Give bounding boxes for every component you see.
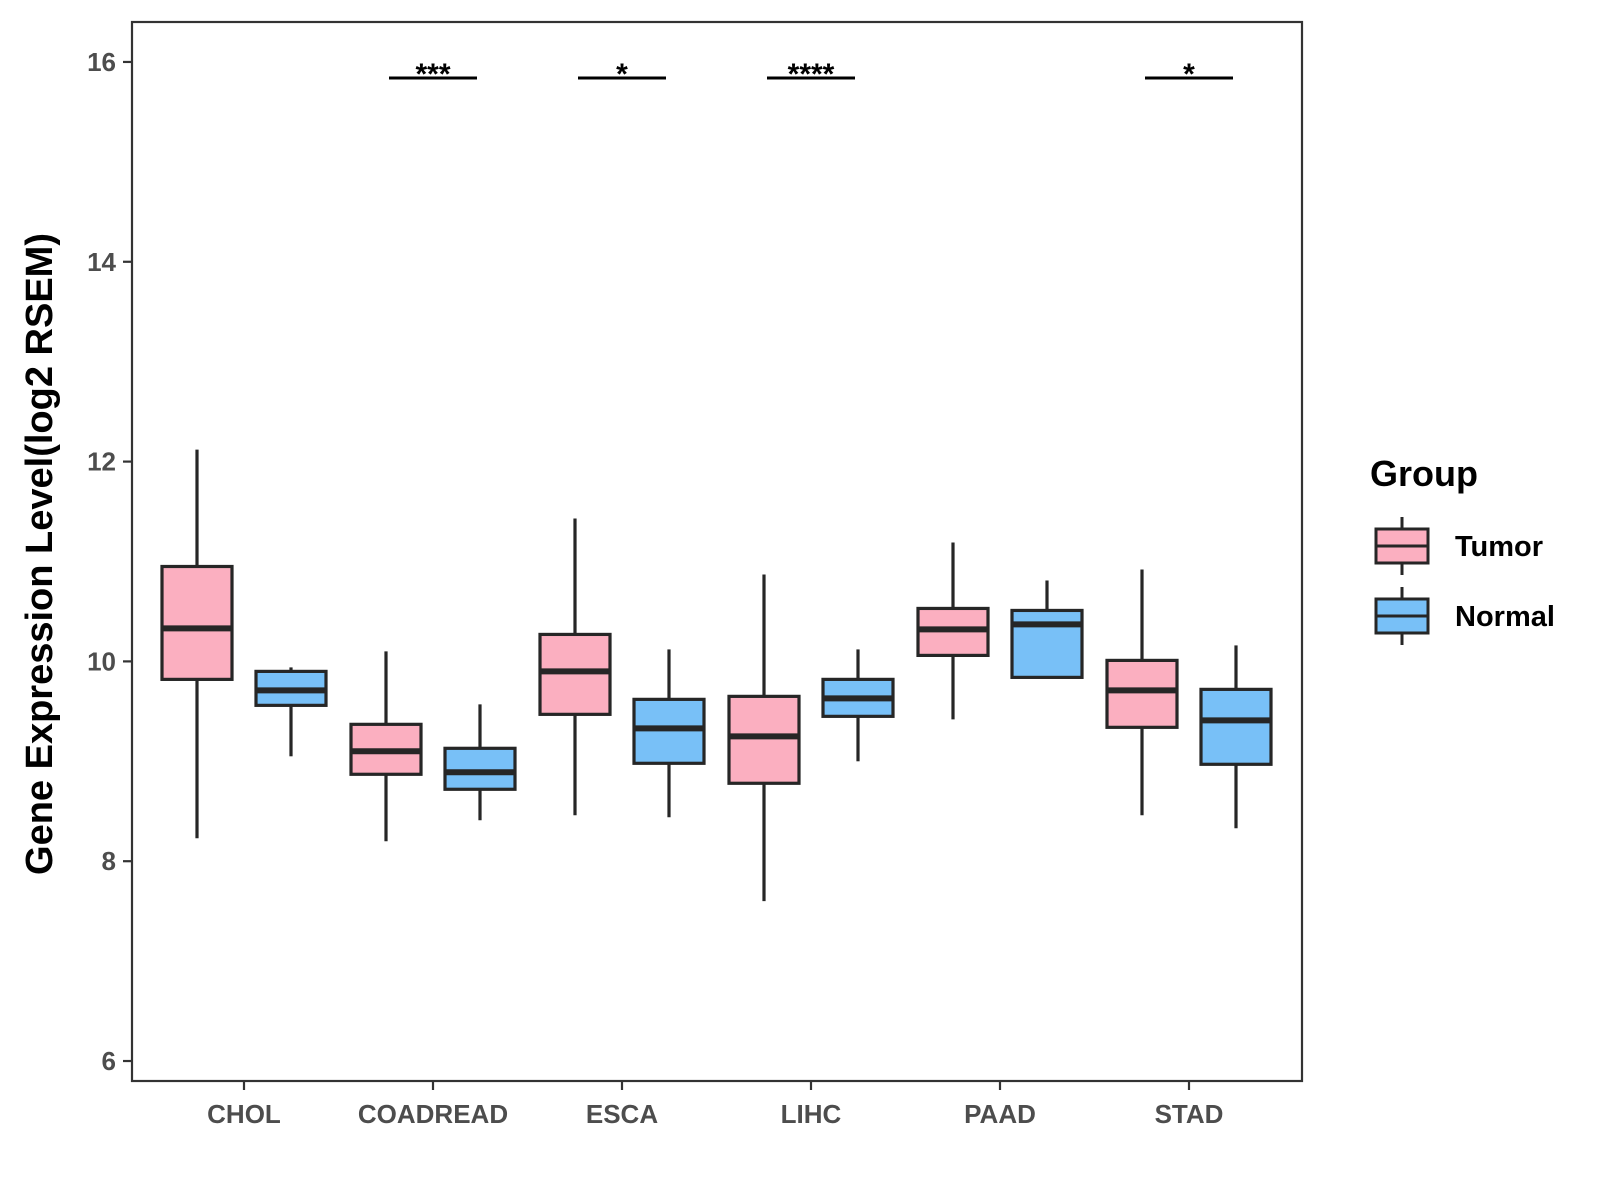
significance-label: *** bbox=[415, 58, 450, 91]
significance-coadread: *** bbox=[389, 58, 477, 91]
x-tick-label: LIHC bbox=[781, 1099, 842, 1129]
x-tick-label: PAAD bbox=[964, 1099, 1036, 1129]
legend-item-tumor: Tumor bbox=[1374, 517, 1543, 575]
box-iqr bbox=[443, 746, 517, 791]
significance-label: **** bbox=[788, 58, 835, 91]
legend-item-normal: Normal bbox=[1374, 587, 1555, 645]
x-tick-label: COADREAD bbox=[358, 1099, 508, 1129]
box-tumor-stad bbox=[1105, 569, 1179, 816]
y-tick-label: 12 bbox=[87, 447, 116, 477]
box-iqr bbox=[1010, 608, 1084, 679]
box-normal-esca bbox=[632, 649, 706, 818]
box-tumor-lihc bbox=[727, 574, 801, 902]
box-tumor-esca bbox=[538, 518, 612, 816]
panel-border bbox=[130, 20, 1304, 1083]
box-iqr bbox=[1105, 658, 1179, 729]
legend-title: Group bbox=[1370, 453, 1478, 494]
x-tick-label: STAD bbox=[1155, 1099, 1224, 1129]
significance-label: * bbox=[616, 58, 628, 91]
box-iqr bbox=[727, 694, 801, 785]
legend-label: Tumor bbox=[1455, 531, 1543, 563]
y-tick-label: 8 bbox=[102, 846, 116, 876]
x-axis: CHOL COADREAD ESCA LIHC PAAD STAD bbox=[207, 1081, 1223, 1129]
significance-lihc: **** bbox=[767, 58, 855, 91]
box-normal-stad bbox=[1199, 645, 1273, 829]
significance-stad: * bbox=[1145, 58, 1233, 91]
y-tick-label: 14 bbox=[87, 247, 116, 277]
box-normal-paad bbox=[1010, 580, 1084, 679]
box-normal-lihc bbox=[821, 649, 895, 762]
plot-panel bbox=[130, 20, 1304, 1083]
y-tick-label: 10 bbox=[87, 646, 116, 676]
x-tick-label: ESCA bbox=[586, 1099, 658, 1129]
y-tick-label: 6 bbox=[102, 1046, 116, 1076]
x-tick-label: CHOL bbox=[207, 1099, 281, 1129]
y-axis-label: Gene Expression Level(log2 RSEM) bbox=[19, 233, 61, 875]
box-normal-coadread bbox=[443, 704, 517, 821]
box-tumor-chol bbox=[160, 449, 234, 839]
legend: Group Tumor Normal bbox=[1370, 453, 1555, 645]
box-iqr bbox=[1199, 687, 1273, 766]
box-normal-chol bbox=[254, 667, 328, 757]
significance-annotations: *** * **** * bbox=[389, 58, 1233, 91]
y-tick-label: 16 bbox=[87, 47, 116, 77]
box-iqr bbox=[160, 564, 234, 681]
significance-label: * bbox=[1183, 58, 1195, 91]
y-axis: 6 8 10 12 14 16 bbox=[87, 47, 132, 1076]
significance-esca: * bbox=[578, 58, 666, 91]
legend-label: Normal bbox=[1455, 601, 1555, 633]
box-tumor-paad bbox=[916, 542, 990, 720]
box-series bbox=[160, 449, 1273, 902]
box-tumor-coadread bbox=[349, 651, 423, 842]
